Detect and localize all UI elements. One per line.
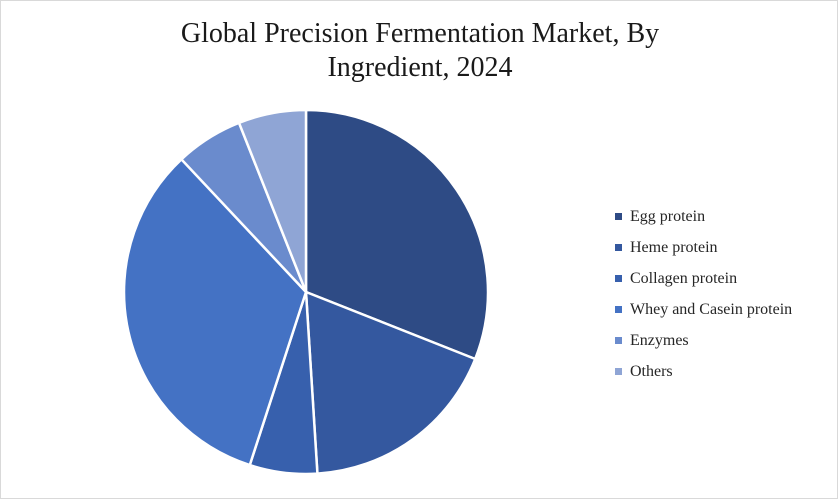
legend-swatch bbox=[615, 244, 622, 251]
chart-title: Global Precision Fermentation Market, By… bbox=[1, 17, 838, 85]
pie-slice-whey-and-casein-protein bbox=[122, 158, 308, 467]
legend-item-egg-protein: Egg protein bbox=[615, 201, 792, 232]
legend-label: Others bbox=[630, 362, 673, 380]
legend-label: Whey and Casein protein bbox=[630, 300, 793, 318]
legend-item-heme-protein: Heme protein bbox=[615, 232, 792, 263]
legend-label: Enzymes bbox=[630, 331, 689, 349]
legend-label: Collagen protein bbox=[630, 269, 738, 287]
legend-swatch bbox=[615, 337, 622, 344]
legend-label: Egg protein bbox=[630, 207, 706, 225]
pie-slice-others bbox=[237, 108, 308, 294]
legend-swatch bbox=[615, 275, 622, 282]
chart-title-line-1: Global Precision Fermentation Market, By bbox=[180, 18, 660, 49]
legend-swatch bbox=[615, 368, 622, 375]
pie-slice-egg-protein bbox=[304, 108, 490, 361]
legend-item-enzymes: Enzymes bbox=[615, 325, 792, 356]
legend: Egg protein Heme protein Collagen protei… bbox=[615, 201, 792, 387]
legend-item-whey-casein-protein: Whey and Casein protein bbox=[615, 294, 792, 325]
legend-swatch bbox=[615, 213, 622, 220]
pie-slice-heme-protein bbox=[304, 290, 477, 475]
legend-swatch bbox=[615, 306, 622, 313]
legend-item-others: Others bbox=[615, 356, 792, 387]
chart-title-line-2: Ingredient, 2024 bbox=[327, 52, 513, 83]
legend-item-collagen-protein: Collagen protein bbox=[615, 263, 792, 294]
legend-label: Heme protein bbox=[630, 238, 718, 256]
